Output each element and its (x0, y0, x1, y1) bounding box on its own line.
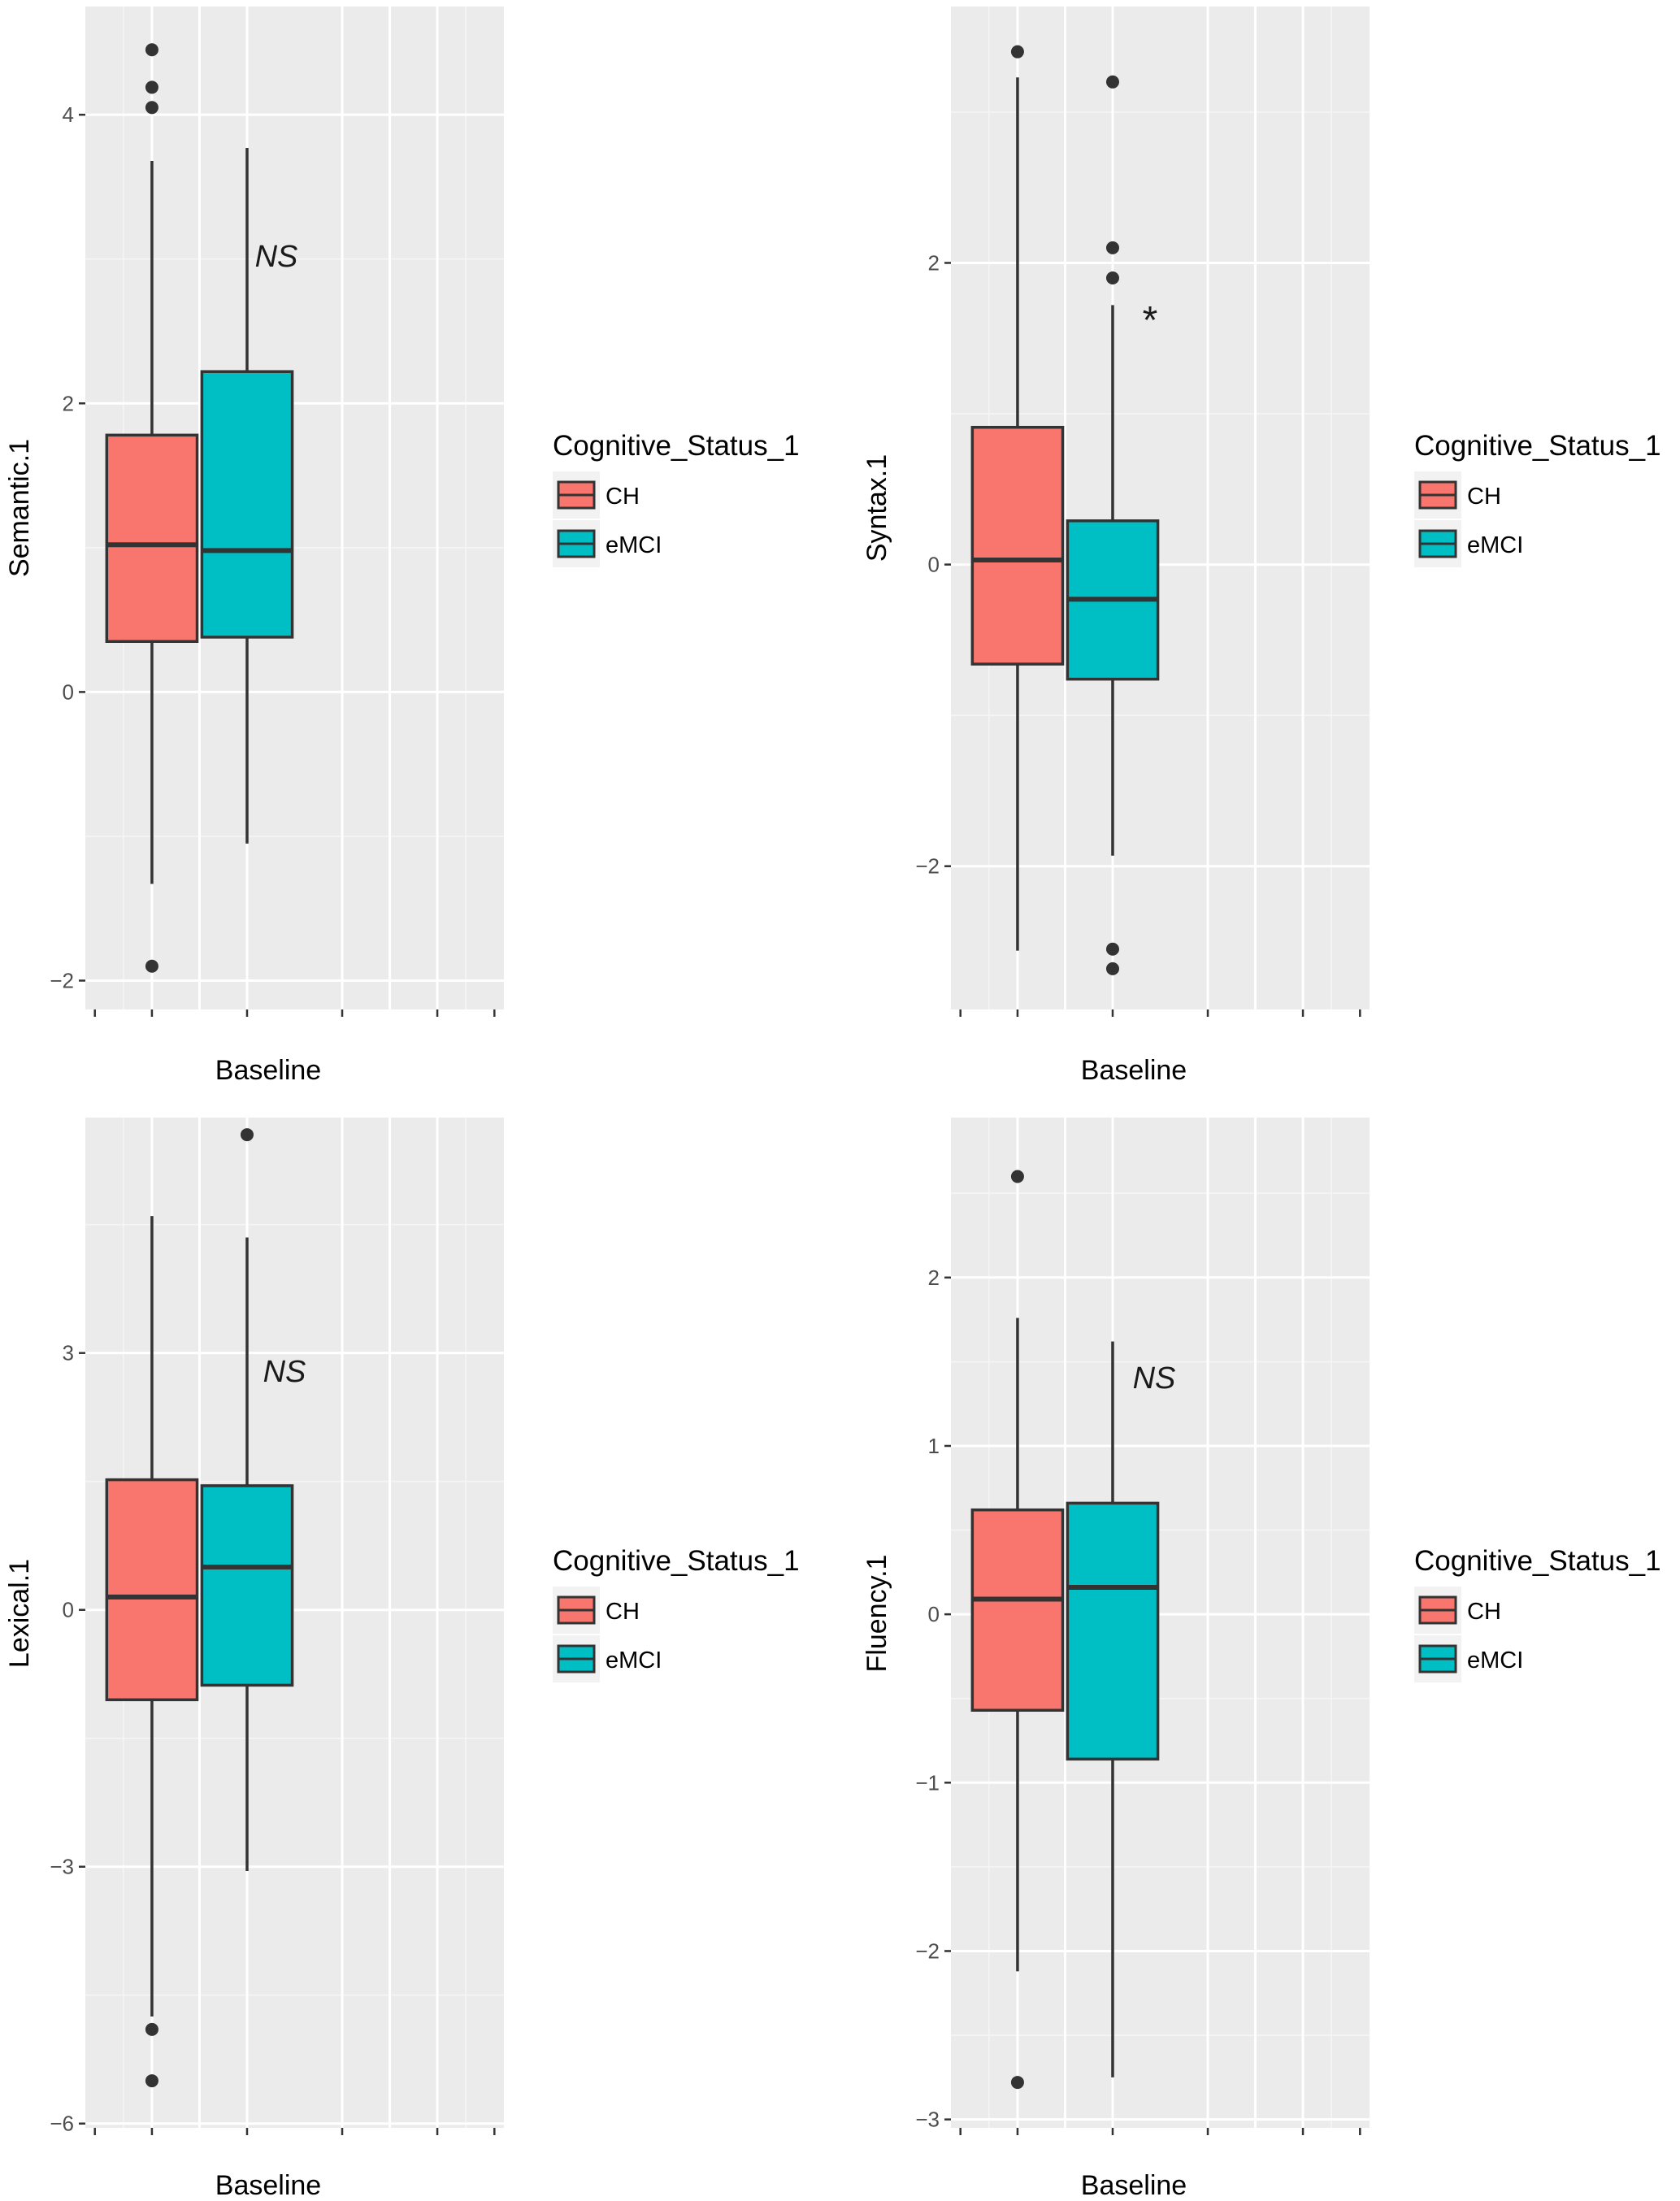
box-ch (970, 45, 1065, 951)
y-tick-label: −2 (915, 1938, 940, 1963)
box-iqr (200, 1484, 294, 1687)
outlier-point (1105, 271, 1119, 285)
x-axis-title: Baseline (1081, 2170, 1187, 2201)
y-axis-title: Fluency.1 (862, 1555, 892, 1673)
y-axis-title: Syntax.1 (862, 454, 892, 562)
box-ch (105, 43, 199, 973)
x-axis-title: Baseline (1081, 1055, 1187, 1086)
y-axis-title: Lexical.1 (4, 1559, 35, 1668)
box-iqr (105, 433, 199, 643)
y-tick-label: 3 (63, 1341, 74, 1365)
outlier-point (1105, 962, 1119, 975)
legend-title: Cognitive_Status_1 (1414, 1545, 1661, 1577)
legend-label: eMCI (1467, 532, 1523, 558)
box-emci (1066, 1341, 1160, 2077)
legend-title: Cognitive_Status_1 (553, 1545, 800, 1577)
outlier-point (1105, 942, 1119, 956)
significance-annotation: NS (255, 240, 298, 274)
box-iqr (200, 370, 294, 639)
chart-panel-4: −3 −2 −1 0 1 2 NS Baseline Fluency.1 Cognitive_St… (862, 1118, 1661, 2201)
y-tick-label: −2 (50, 968, 74, 992)
outlier-point (145, 2074, 158, 2088)
legend-label: eMCI (606, 532, 662, 558)
legend-label: eMCI (606, 1647, 662, 1674)
y-tick-label: 2 (928, 1265, 940, 1290)
box-emci (200, 148, 294, 844)
y-tick-label: −2 (915, 854, 940, 879)
y-tick-label: 2 (928, 250, 940, 275)
y-tick-label: 2 (63, 391, 74, 415)
outlier-point (145, 80, 158, 94)
y-tick-label: −3 (915, 2108, 940, 2132)
outlier-point (1010, 1170, 1024, 1183)
outlier-point (1010, 45, 1024, 59)
legend-label: CH (606, 484, 640, 510)
outlier-point (240, 1128, 254, 1142)
x-axis-title: Baseline (215, 2170, 321, 2201)
y-tick-label: 0 (928, 553, 940, 577)
outlier-point (1105, 75, 1119, 89)
significance-annotation: NS (1133, 1361, 1176, 1396)
y-tick-label: 0 (63, 679, 74, 704)
significance-annotation: NS (263, 1355, 306, 1389)
legend: Cognitive_Status_1 CH eMCI (553, 1545, 800, 1682)
significance-annotation: * (1143, 299, 1158, 342)
x-axis-title: Baseline (215, 1055, 321, 1086)
box-ch (105, 1216, 199, 2088)
outlier-point (1105, 241, 1119, 254)
box-iqr (970, 1508, 1065, 1712)
y-tick-label: 4 (63, 102, 74, 127)
box-iqr (105, 1478, 199, 1702)
y-tick-label: −1 (915, 1770, 940, 1795)
outlier-point (145, 959, 158, 973)
chart-panel-1: −2 0 2 4 NS Baseline Semantic.1 Cognitive_Statu… (4, 7, 800, 1086)
box-emci (200, 1128, 294, 1871)
legend: Cognitive_Status_1 CH eMCI (1414, 430, 1661, 567)
legend-label: CH (1467, 1599, 1501, 1625)
outlier-point (145, 101, 158, 115)
outlier-point (145, 2022, 158, 2036)
legend-title: Cognitive_Status_1 (1414, 430, 1661, 462)
box-emci (1066, 75, 1160, 975)
legend-label: CH (606, 1599, 640, 1625)
y-tick-label: 0 (928, 1602, 940, 1626)
y-axis-title: Semantic.1 (4, 439, 35, 577)
legend-title: Cognitive_Status_1 (553, 430, 800, 462)
outlier-point (1010, 2076, 1024, 2090)
y-tick-label: −6 (50, 2112, 74, 2136)
box-iqr (1066, 1501, 1160, 1761)
box-ch (970, 1170, 1065, 2090)
box-iqr (970, 425, 1065, 666)
legend-label: CH (1467, 484, 1501, 510)
legend: Cognitive_Status_1 CH eMCI (1414, 1545, 1661, 1682)
y-tick-label: −3 (50, 1855, 74, 1879)
chart-panel-2: −202*BaselineSyntax.1Cognitive_Status_1C… (862, 7, 1661, 1086)
legend-label: eMCI (1467, 1647, 1523, 1674)
outlier-point (145, 43, 158, 57)
legend: Cognitive_Status_1 CH eMCI (553, 430, 800, 567)
chart-panel-3: −6 −3 0 3 NS Baseline Lexical.1 Cognitive_Statu… (4, 1118, 800, 2201)
y-tick-label: 0 (63, 1598, 74, 1622)
y-tick-label: 1 (928, 1434, 940, 1458)
